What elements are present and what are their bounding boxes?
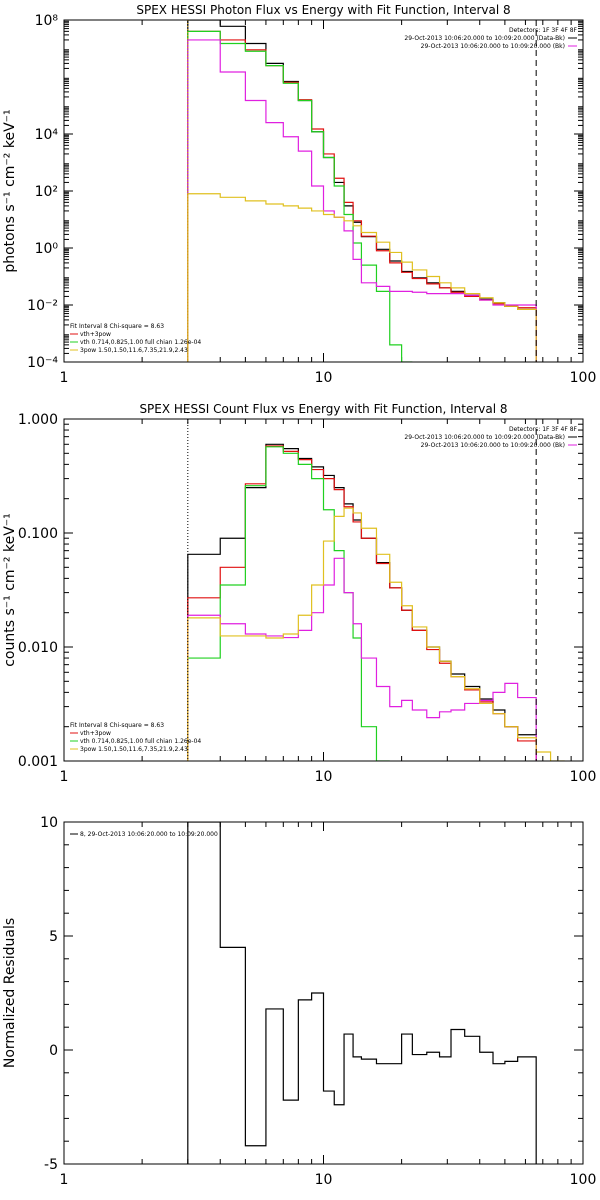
series-line-1 [187,822,537,1164]
chart-panel-1: SPEX HESSI Photon Flux vs Energy with Fi… [2,3,596,386]
legend-entry: 29-Oct-2013 10:06:20.000 to 10:09:20.000… [404,35,565,42]
series-line-2 [187,30,537,362]
series-line-5 [187,507,565,761]
x-tick-label: 10 [315,370,333,386]
x-tick-label: 1 [60,769,69,785]
chart-title: SPEX HESSI Count Flux vs Energy with Fit… [139,402,507,416]
series-line-1 [187,20,537,362]
x-tick-label: 100 [570,1172,597,1188]
y-tick-label: 10⁻⁴ [27,355,58,371]
y-tick-label: 0 [49,1043,58,1059]
y-tick-label: 10 [40,815,58,831]
x-tick-label: 1 [60,1172,69,1188]
series-group [187,20,537,362]
x-tick-label: 100 [570,370,597,386]
y-tick-label: 0.001 [18,754,58,770]
chart-title: SPEX HESSI Photon Flux vs Energy with Fi… [136,3,510,17]
y-tick-label: 10⁻² [27,298,58,314]
x-tick-label: 1 [60,370,69,386]
legend-entry: 29-Oct-2013 10:06:20.000 to 10:09:20.000… [421,43,565,50]
y-tick-label: 0.100 [18,526,58,542]
legend-entry: vth 0.714,0.825,1.00 full chian 1.26e-04 [80,738,201,745]
y-tick-label: 1.000 [18,412,58,428]
y-tick-label: 10⁴ [35,127,59,143]
chart-panel-2: SPEX HESSI Count Flux vs Energy with Fit… [2,402,596,785]
series-line-3 [187,30,413,362]
y-tick-label: -5 [44,1157,58,1173]
series-group [187,443,565,761]
legend-header: Detectors: 1F 3F 4F 8F [509,27,578,34]
series-group [187,822,537,1164]
series-line-5 [187,193,537,362]
y-tick-label: 10² [35,184,58,200]
legend-entry: 3pow 1.50,1.50,11.6,7.35,21.9,2.43 [80,746,188,753]
legend-entry: vth+3pow [80,730,111,737]
y-axis-label: photons s⁻¹ cm⁻² keV⁻¹ [2,109,18,272]
legend-header: Fit Interval 8 Chi-square = 8.63 [70,722,164,729]
y-tick-label: 5 [49,929,58,945]
legend-header: Fit Interval 8 Chi-square = 8.63 [70,323,164,330]
y-tick-label: 10⁸ [35,13,59,29]
plot-frame [63,418,584,762]
chart-panel-3: Normalized Residuals 1 10 100 -5 0 5 10 8, 29-Oc… [2,815,596,1188]
plot-frame [63,821,584,1165]
legend-entry: 3pow 1.50,1.50,11.6,7.35,21.9,2.43 [80,347,188,354]
y-tick-label: 0.010 [18,640,58,656]
x-tick-label: 10 [315,1172,333,1188]
plot-frame [63,19,584,363]
y-tick-label: 10⁰ [35,241,59,257]
legend-header: Detectors: 1F 3F 4F 8F [509,426,578,433]
legend-entry: vth+3pow [80,331,111,338]
y-axis-label: Normalized Residuals [2,918,18,1068]
y-axis-label: counts s⁻¹ cm⁻² keV⁻¹ [2,513,18,667]
legend-entry: 8, 29-Oct-2013 10:06:20.000 to 10:09:20.… [80,831,218,838]
series-line-3 [187,446,390,761]
x-tick-label: 10 [315,769,333,785]
legend-entry: 29-Oct-2013 10:06:20.000 to 10:09:20.000… [404,434,565,441]
legend-entry: 29-Oct-2013 10:06:20.000 to 10:09:20.000… [421,442,565,449]
legend-entry: vth 0.714,0.825,1.00 full chian 1.26e-04 [80,339,201,346]
x-tick-label: 100 [570,769,597,785]
series-line-4 [187,39,537,362]
